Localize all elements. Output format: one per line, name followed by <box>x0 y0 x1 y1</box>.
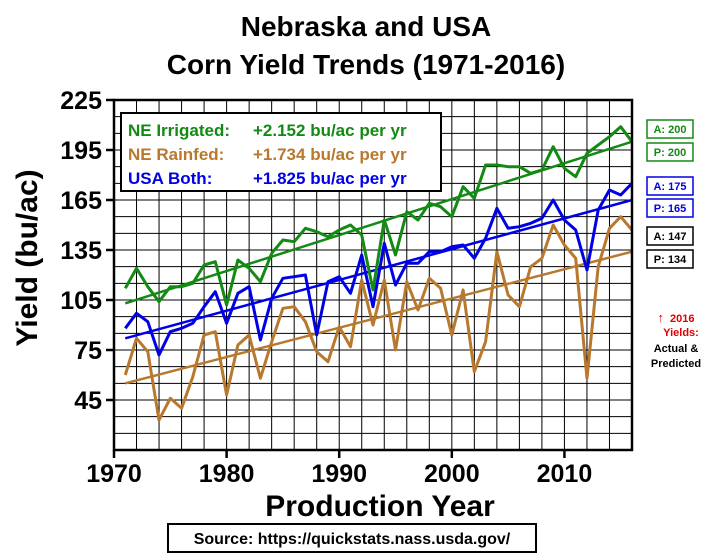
chart-title-line1: Nebraska and USA <box>241 11 492 42</box>
x-tick-label: 1970 <box>86 460 142 488</box>
y-tick-label: 75 <box>74 337 102 365</box>
side-label-box <box>646 198 694 218</box>
x-axis-label: Production Year <box>265 490 495 523</box>
legend: NE Irrigated: +2.152 bu/ac per yr NE Rainf… <box>128 121 407 188</box>
series-line-1 <box>123 125 634 307</box>
side-label-box <box>646 176 694 196</box>
y-tick-label: 225 <box>60 87 102 115</box>
note-predicted: Predicted <box>651 358 701 370</box>
legend-entry-trend: +2.152 bu/ac per yr <box>253 121 407 140</box>
y-axis-label: Yield (bu/ac) <box>11 169 44 346</box>
legend-entry-trend: +1.825 bu/ac per yr <box>253 169 407 188</box>
legend-entry-name: USA Both: <box>128 169 212 188</box>
y-tick-label: 105 <box>60 287 102 315</box>
axis-ticks: 45 75 105 135 165 195 225 1970 1980 1990 2000 2010 <box>60 87 592 488</box>
x-tick-label: 2010 <box>537 460 593 488</box>
side-label-text: A: 175 <box>653 181 686 193</box>
series-line-3 <box>124 182 634 357</box>
legend-box <box>120 112 442 192</box>
y-tick-label: 135 <box>60 237 102 265</box>
side-labels: A: 200 P: 200 A: 175 P: 165 A: 147 P: 134 <box>646 119 694 269</box>
note-arrow: ↑ <box>657 310 664 325</box>
legend-entry-name: NE Rainfed: <box>128 145 224 164</box>
side-label-text: A: 147 <box>653 231 686 243</box>
note-yields: Yields: <box>663 327 699 339</box>
plot-frame <box>112 98 634 452</box>
note-actual: Actual & <box>654 343 699 355</box>
series-line-2 <box>123 215 634 422</box>
y-tick-label: 165 <box>60 187 102 215</box>
y-tick-label: 45 <box>74 387 102 415</box>
side-label-box <box>646 119 694 139</box>
side-label-box <box>646 249 694 269</box>
x-tick-label: 2000 <box>424 460 480 488</box>
side-label-box <box>646 226 694 246</box>
source-box <box>167 523 537 553</box>
note-2016-yields: ↑ 2016 Yields: Actual & Predicted <box>651 310 701 370</box>
side-label-text: A: 200 <box>653 124 686 136</box>
trend-line-2 <box>124 250 633 385</box>
source-text[interactable]: Source: https://quickstats.nass.usda.gov… <box>194 531 511 548</box>
side-label-box <box>646 142 694 162</box>
side-label-text: P: 165 <box>654 203 686 215</box>
legend-entry-name: NE Irrigated: <box>128 121 230 140</box>
chart-title-line2: Corn Yield Trends (1971-2016) <box>167 49 565 80</box>
legend-entry-trend: +1.734 bu/ac per yr <box>253 145 407 164</box>
trend-line-1 <box>124 140 633 305</box>
x-tick-label: 1990 <box>311 460 367 488</box>
x-tick-label: 1980 <box>199 460 255 488</box>
series-lines <box>123 125 634 422</box>
note-year: 2016 <box>670 313 694 325</box>
y-tick-label: 195 <box>60 137 102 165</box>
side-label-text: P: 200 <box>654 147 686 159</box>
side-label-text: P: 134 <box>654 254 687 266</box>
svg-text:↑ 2016: ↑ 2016 <box>657 310 694 325</box>
